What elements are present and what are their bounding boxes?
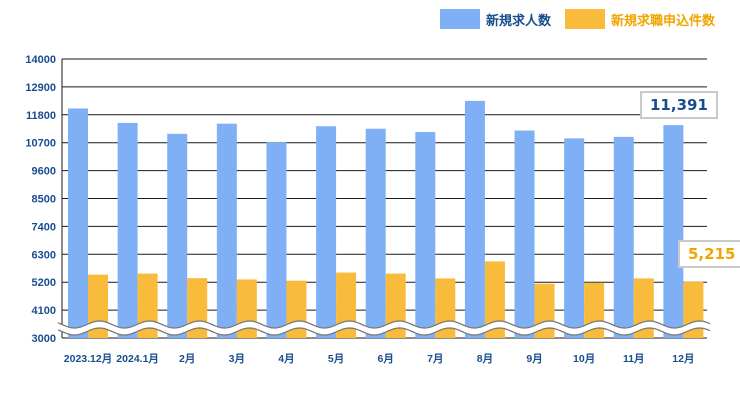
- x-tick-label-2: 2月: [179, 353, 195, 365]
- axis-break-band: [58, 321, 711, 335]
- bar-applications-8: [484, 261, 505, 338]
- y-tick-label-3000: 3000: [32, 333, 56, 345]
- x-tick-label-9: 9月: [526, 353, 542, 365]
- y-tick-label-8500: 8500: [32, 194, 56, 206]
- x-tick-label-8: 8月: [477, 353, 493, 365]
- x-tick-label-10: 10月: [573, 353, 595, 365]
- y-tick-label-12900: 12900: [25, 82, 56, 94]
- bar-job-openings-10: [564, 138, 585, 338]
- bar-job-openings-6: [365, 128, 386, 338]
- legend-label-new-applications: 新規求職申込件数: [611, 13, 716, 29]
- callout-applications-latest: 5,215: [678, 240, 740, 268]
- bar-job-openings-12: [663, 125, 684, 338]
- y-tick-label-14000: 14000: [25, 54, 56, 66]
- x-tick-label-1: 2024.1月: [116, 353, 159, 365]
- bar-job-openings-9: [514, 130, 535, 338]
- bar-job-openings-5: [316, 126, 337, 338]
- bar-job-openings-4: [266, 142, 287, 338]
- bar-job-openings-8: [464, 100, 485, 338]
- bar-job-openings-0: [68, 108, 88, 338]
- legend-swatch-orange: [565, 9, 605, 29]
- x-tick-label-12: 12月: [672, 353, 694, 365]
- x-tick-label-3: 3月: [229, 353, 245, 365]
- y-tick-label-7400: 7400: [32, 221, 56, 233]
- y-tick-label-11800: 11800: [26, 110, 56, 122]
- x-tick-label-5: 5月: [328, 353, 344, 365]
- legend-item-new-job-openings: 新規求人数: [440, 9, 551, 29]
- y-tick-label-10700: 10700: [25, 138, 56, 150]
- axis-break-line-top: [57, 320, 711, 329]
- y-tick-label-9600: 9600: [32, 166, 56, 178]
- y-tick-label-5200: 5200: [32, 277, 56, 289]
- x-tick-label-11: 11月: [623, 353, 645, 365]
- legend-item-new-applications: 新規求職申込件数: [565, 9, 715, 29]
- callout-job-openings-latest: 11,391: [640, 91, 718, 119]
- axis-break-line-bottom: [57, 327, 711, 336]
- legend-swatch-blue: [440, 9, 480, 29]
- y-tick-label-4100: 4100: [32, 305, 56, 317]
- bar-job-openings-7: [415, 132, 436, 338]
- x-tick-label-4: 4月: [278, 353, 294, 365]
- bar-job-openings-1: [117, 122, 138, 338]
- x-tick-label-7: 7月: [427, 353, 443, 365]
- bar-job-openings-2: [167, 133, 188, 338]
- x-tick-label-6: 6月: [378, 353, 394, 365]
- y-tick-label-6300: 6300: [32, 249, 56, 261]
- bar-job-openings-11: [613, 136, 634, 338]
- x-tick-label-0: 2023.12月: [64, 353, 112, 365]
- legend-label-new-job-openings: 新規求人数: [486, 13, 552, 29]
- bar-job-openings-3: [216, 123, 237, 338]
